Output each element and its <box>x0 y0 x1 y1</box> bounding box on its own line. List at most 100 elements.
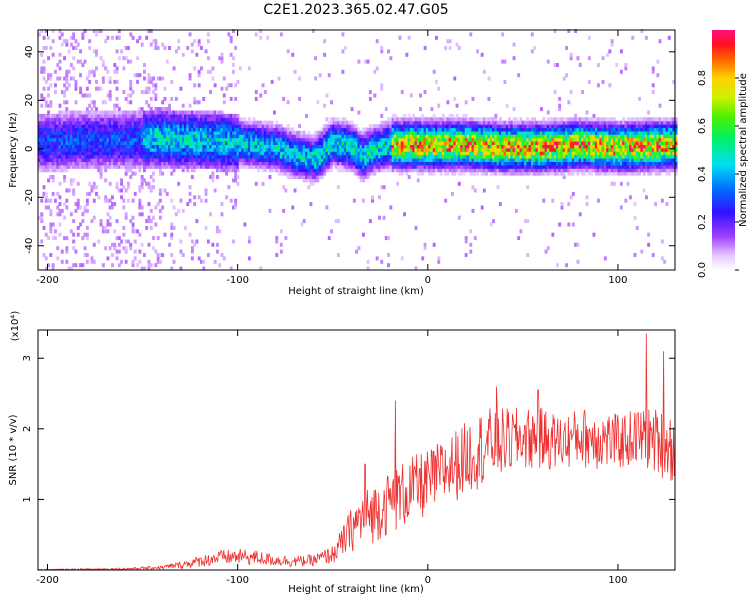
spectrogram-cell <box>170 110 174 115</box>
spectrogram-cell <box>140 185 144 190</box>
spectrogram-cell <box>446 151 450 156</box>
spectrogram-cell <box>528 147 532 152</box>
spectrogram-cell <box>193 161 197 166</box>
spectrogram-cell <box>88 181 92 186</box>
spectrogram-cell <box>113 63 117 67</box>
spectrogram-cell <box>83 232 87 237</box>
spectrogram-cell <box>74 154 78 159</box>
spectrogram-cell <box>225 141 228 145</box>
spectrogram-cell <box>129 79 133 84</box>
spectrogram-cell <box>58 113 62 118</box>
spectrogram-cell <box>108 181 112 186</box>
spectrogram-cell <box>115 151 119 156</box>
spectrogram-cell <box>473 164 477 169</box>
spectrogram-cell <box>439 141 443 145</box>
spectrogram-cell <box>368 137 372 142</box>
spectrogram-cell <box>453 134 457 139</box>
spectrogram-cell <box>42 86 46 91</box>
spectrogram-cell <box>307 147 311 152</box>
spectrogram-cell <box>462 164 466 169</box>
spectrogram-cell <box>556 158 559 162</box>
spectrogram-cell <box>60 113 64 118</box>
spectrogram-cell <box>113 147 117 152</box>
spectrogram-cell <box>149 175 153 179</box>
spectrogram-cell <box>366 171 370 176</box>
spectrogram-cell <box>69 76 73 81</box>
spectrogram-cell <box>47 161 50 166</box>
spectrogram-cell <box>357 137 361 142</box>
spectrogram-cell <box>378 215 381 220</box>
spectrogram-cell <box>76 144 80 149</box>
spectrogram-cell <box>460 134 463 139</box>
spectrogram-cell <box>368 154 372 159</box>
spectrogram-cell <box>129 120 133 125</box>
spectrogram-cell <box>544 137 548 142</box>
spectrogram-cell <box>578 147 582 152</box>
spectrogram-cell <box>485 127 489 132</box>
spectrogram-cell <box>49 198 53 203</box>
spectrogram-cell <box>302 134 306 139</box>
spectrogram-cell <box>419 107 422 112</box>
spectrogram-cell <box>524 219 527 224</box>
spectrogram-cell <box>526 154 530 159</box>
spectrogram-cell <box>460 117 463 122</box>
spectrogram-cell <box>252 117 256 122</box>
spectrogram-cell <box>147 79 151 84</box>
spectrogram-cell <box>92 113 96 118</box>
spectrogram-cell <box>120 127 123 132</box>
spectrogram-cell <box>530 161 534 166</box>
spectrogram-cell <box>238 147 242 152</box>
spectrogram-cell <box>478 120 482 125</box>
spectrogram-cell <box>225 171 228 176</box>
spectrogram-cell <box>517 130 521 135</box>
spectrogram-cell <box>273 141 276 145</box>
spectrogram-cell <box>467 158 470 162</box>
spectrogram-cell <box>44 161 48 166</box>
spectrogram-cell <box>403 212 406 217</box>
spectrogram-cell <box>453 127 457 132</box>
spectrogram-cell <box>222 100 226 105</box>
spectrogram-cell <box>165 191 169 196</box>
spectrogram-cell <box>243 154 247 159</box>
spectrogram-cell <box>186 141 190 145</box>
spectrogram-cell <box>79 263 82 268</box>
spectrogram-cell <box>72 147 76 152</box>
spectrogram-cell <box>60 161 64 166</box>
spectrogram-cell <box>416 171 420 176</box>
spectrogram-cell <box>546 151 550 156</box>
spectrogram-cell <box>384 164 388 169</box>
spectrogram-cell <box>494 130 498 135</box>
spectrogram-cell <box>113 120 117 125</box>
spectrogram-cell <box>63 124 66 129</box>
spectrogram-cell <box>243 117 247 122</box>
spectrogram-cell <box>279 161 283 166</box>
spectrogram-cell <box>537 134 541 139</box>
spectrogram-cell <box>138 35 142 40</box>
spectrogram-cell <box>254 130 258 135</box>
spectrogram-cell <box>512 141 516 145</box>
spectrogram-cell <box>530 134 534 139</box>
spectrogram-cell <box>222 154 226 159</box>
spectrogram-cell <box>95 79 98 84</box>
spectrogram-cell <box>158 151 162 156</box>
spectrogram-cell <box>154 134 158 139</box>
spectrogram-cell <box>556 154 559 159</box>
spectrogram-cell <box>551 117 555 122</box>
spectrogram-cell <box>184 124 187 129</box>
spectrogram-cell <box>186 120 190 125</box>
spectrogram-cell <box>496 141 500 145</box>
spectrogram-cell <box>551 124 555 129</box>
spectrogram-cell <box>115 66 119 71</box>
spectrogram-cell <box>58 161 62 166</box>
spectrogram-cell <box>152 110 155 115</box>
spectrogram-cell <box>42 158 46 162</box>
spectrogram-cell <box>384 161 388 166</box>
spectrogram-cell <box>446 117 450 122</box>
spectrogram-cell <box>359 154 363 159</box>
spectrogram-cell <box>131 171 135 176</box>
spectrogram-cell <box>414 151 418 156</box>
spectrogram-cell <box>503 147 507 152</box>
spectrogram-cell <box>111 158 114 162</box>
spectrogram-cell <box>138 212 142 217</box>
spectrogram-cell <box>145 100 149 105</box>
